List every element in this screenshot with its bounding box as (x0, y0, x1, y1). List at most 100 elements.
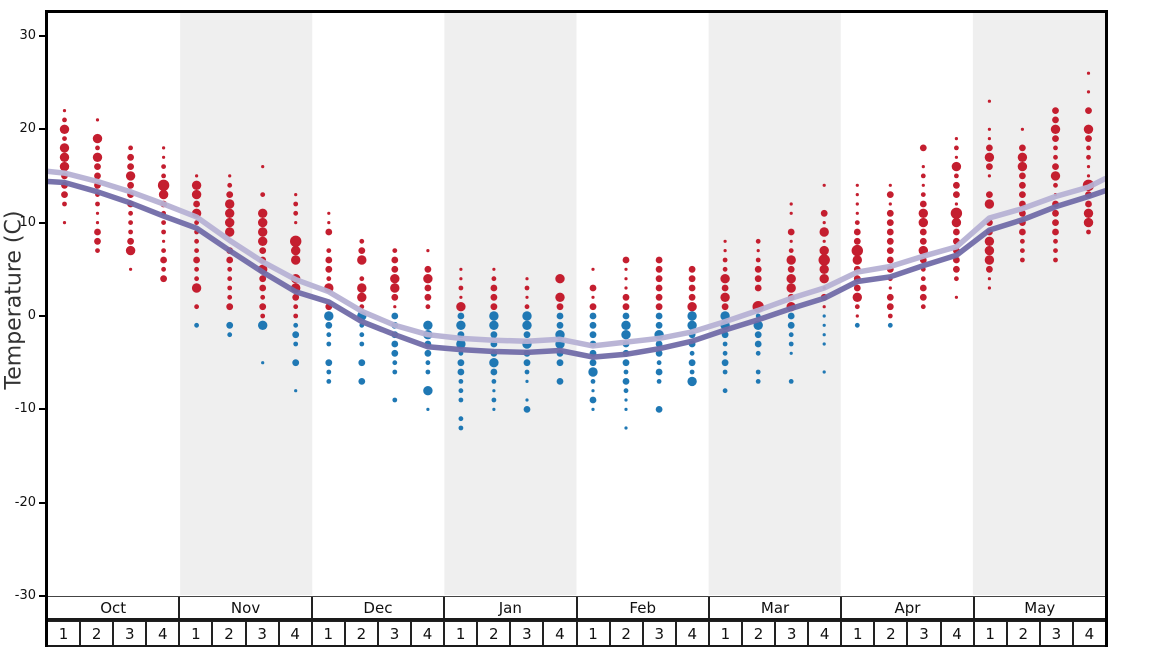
month-cell-dec: Dec (313, 597, 446, 618)
warm-temperature-dot (127, 237, 134, 245)
cold-temperature-dot (358, 378, 366, 385)
warm-temperature-dot (62, 201, 67, 207)
cold-temperature-dot (656, 379, 662, 384)
warm-temperature-dot (984, 255, 995, 265)
warm-temperature-dot (822, 221, 826, 225)
warm-temperature-dot (94, 237, 101, 245)
cold-temperature-dot (359, 341, 365, 347)
warm-temperature-dot (755, 257, 761, 263)
warm-temperature-dot (887, 313, 893, 319)
month-cell-mar: Mar (710, 597, 843, 618)
warm-temperature-dot (92, 133, 103, 144)
y-tick-label: -30 (14, 588, 36, 604)
warm-temperature-dot (1019, 181, 1026, 189)
warm-temperature-dot (919, 228, 927, 236)
warm-temperature-dot (720, 292, 730, 302)
warm-temperature-dot (886, 256, 894, 264)
warm-temperature-dot (1050, 171, 1061, 181)
cold-temperature-dot (458, 416, 464, 422)
warm-temperature-dot (94, 172, 101, 180)
warm-temperature-dot (789, 239, 793, 243)
warm-temperature-dot (723, 239, 727, 243)
warm-temperature-dot (555, 274, 565, 284)
cold-temperature-dot (457, 359, 465, 367)
warm-temperature-dot (258, 217, 268, 228)
month-cell-apr: Apr (842, 597, 975, 618)
cold-temperature-dot (556, 378, 564, 385)
warm-temperature-dot (357, 255, 367, 265)
warm-temperature-dot (1019, 144, 1026, 152)
warm-temperature-dot (92, 152, 103, 162)
warm-temperature-dot (227, 285, 233, 291)
warm-temperature-dot (953, 191, 960, 199)
cold-temperature-dot (489, 311, 499, 321)
warm-temperature-dot (853, 228, 861, 236)
cold-temperature-dot (423, 320, 433, 330)
warm-temperature-dot (258, 236, 268, 246)
cold-temperature-dot (456, 339, 466, 349)
warm-temperature-dot (1017, 152, 1028, 162)
warm-temperature-dot (524, 285, 530, 291)
warm-temperature-dot (128, 220, 133, 226)
cold-temperature-dot (687, 320, 697, 330)
y-tick-label: 10 (19, 214, 36, 230)
warm-temperature-dot (423, 274, 433, 284)
warm-temperature-dot (62, 117, 67, 123)
cold-temperature-dot (325, 359, 333, 367)
cold-temperature-dot (689, 369, 695, 375)
y-tick-label: 0 (27, 308, 36, 323)
warm-temperature-dot (986, 191, 993, 199)
warm-temperature-dot (822, 239, 826, 243)
cold-temperature-dot (523, 359, 531, 367)
warm-temperature-dot (886, 237, 894, 245)
week-cell-may-1: 1 (974, 621, 1008, 645)
warm-temperature-dot (787, 228, 795, 236)
warm-temperature-dot (1053, 238, 1058, 244)
week-cell-oct-1: 1 (48, 621, 82, 645)
y-tick-mark (39, 34, 48, 37)
cold-temperature-dot (525, 379, 529, 383)
warm-temperature-dot (591, 295, 595, 299)
warm-temperature-dot (325, 256, 333, 264)
warm-temperature-dot (162, 146, 166, 150)
warm-temperature-dot (853, 237, 861, 245)
warm-temperature-dot (786, 283, 796, 293)
warm-temperature-dot (852, 292, 862, 302)
warm-temperature-dot (953, 228, 960, 236)
cold-temperature-dot (556, 359, 564, 367)
month-axis-row: Oct Nov Dec Jan Feb Mar Apr May (48, 596, 1105, 621)
y-tick-label: -10 (14, 401, 36, 417)
warm-temperature-dot (1086, 229, 1091, 235)
warm-temperature-dot (986, 265, 993, 273)
warm-temperature-dot (622, 256, 630, 264)
month-cell-jan: Jan (445, 597, 578, 618)
warm-temperature-dot (855, 211, 859, 215)
chart-canvas (48, 13, 1105, 595)
warm-temperature-dot (161, 164, 166, 170)
warm-temperature-dot (984, 199, 995, 209)
warm-temperature-dot (194, 238, 200, 244)
warm-temperature-dot (194, 266, 200, 272)
cold-temperature-dot (591, 407, 595, 411)
warm-temperature-dot (855, 202, 859, 206)
warm-temperature-dot (228, 174, 232, 178)
warm-temperature-dot (59, 143, 70, 153)
warm-temperature-dot (458, 285, 464, 291)
warm-temperature-dot (886, 247, 894, 255)
warm-temperature-dot (1053, 248, 1058, 254)
warm-temperature-dot (984, 236, 995, 246)
warm-temperature-dot (787, 265, 795, 273)
warm-temperature-dot (326, 248, 332, 254)
warm-temperature-dot (919, 284, 927, 292)
warm-temperature-dot (459, 295, 463, 299)
warm-temperature-dot (327, 211, 331, 215)
warm-temperature-dot (194, 220, 200, 226)
cold-temperature-dot (194, 322, 200, 328)
cold-temperature-dot (621, 330, 631, 340)
cold-temperature-dot (822, 333, 826, 337)
warm-temperature-dot (622, 303, 630, 311)
cold-temperature-dot (589, 359, 597, 367)
warm-temperature-dot (954, 173, 959, 179)
cold-temperature-dot (457, 312, 465, 320)
warm-temperature-dot (921, 165, 925, 169)
